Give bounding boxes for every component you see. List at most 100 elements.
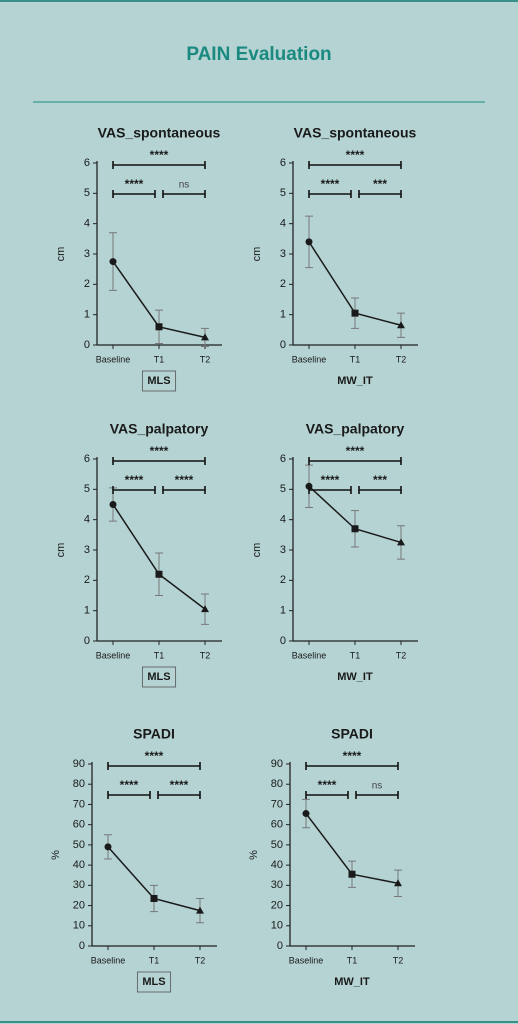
x-tick-label: T1 [149, 955, 160, 965]
x-tick-label: Baseline [96, 354, 131, 364]
marker [201, 333, 209, 341]
y-tick-label: 6 [84, 453, 90, 465]
x-axis-label: MLS [142, 976, 165, 988]
significance-bracket [157, 791, 201, 799]
marker [351, 309, 359, 317]
x-axis-label: MW_IT [337, 375, 373, 387]
y-tick-label: 0 [280, 339, 286, 351]
y-tick-label: 80 [271, 778, 283, 790]
y-tick-label: 20 [73, 899, 85, 911]
x-tick-label: T2 [200, 650, 211, 660]
significance-label: *** [373, 177, 387, 191]
x-tick-label: Baseline [292, 650, 327, 660]
x-tick-label: Baseline [91, 955, 126, 965]
marker [302, 810, 310, 818]
y-tick-label: 3 [84, 544, 90, 556]
y-axis-label: cm [55, 247, 67, 262]
significance-bracket [107, 791, 151, 799]
y-tick-label: 50 [271, 839, 283, 851]
y-axis-label: % [50, 850, 62, 860]
y-tick-label: 40 [271, 859, 283, 871]
x-tick-label: T1 [350, 650, 361, 660]
significance-label: **** [145, 749, 164, 763]
significance-label: **** [125, 177, 144, 191]
significance-bracket [112, 457, 206, 465]
y-tick-label: 4 [84, 514, 90, 526]
y-tick-label: 5 [84, 483, 90, 495]
marker [201, 605, 209, 613]
y-tick-label: 1 [280, 605, 286, 617]
x-axis-label: MW_IT [334, 976, 370, 988]
x-tick-label: Baseline [289, 955, 324, 965]
marker [155, 570, 163, 578]
x-tick-label: T2 [393, 955, 404, 965]
y-tick-label: 90 [73, 758, 85, 770]
y-tick-label: 60 [271, 819, 283, 831]
y-tick-label: 1 [280, 309, 286, 321]
x-label-box [141, 370, 177, 392]
significance-label: *** [373, 473, 387, 487]
y-tick-label: 3 [280, 248, 286, 260]
y-tick-label: 1 [84, 605, 90, 617]
significance-label: **** [125, 473, 144, 487]
significance-bracket [112, 161, 206, 169]
y-axis-label: % [248, 850, 260, 860]
significance-bracket [305, 791, 349, 799]
y-tick-label: 4 [280, 514, 286, 526]
y-tick-label: 30 [73, 879, 85, 891]
chart-title: VAS_palpatory [110, 421, 209, 437]
y-tick-label: 3 [280, 544, 286, 556]
significance-label: ns [372, 781, 383, 792]
significance-label: **** [170, 778, 189, 792]
significance-bracket [308, 161, 402, 169]
y-tick-label: 70 [271, 798, 283, 810]
x-tick-label: T2 [195, 955, 206, 965]
x-tick-label: T1 [347, 955, 358, 965]
significance-bracket [305, 762, 399, 770]
x-axis-label: MLS [147, 375, 170, 387]
y-tick-label: 4 [280, 218, 286, 230]
y-tick-label: 10 [271, 920, 283, 932]
x-axis-label: MLS [147, 671, 170, 683]
x-tick-label: T2 [200, 354, 211, 364]
y-tick-label: 40 [73, 859, 85, 871]
y-tick-label: 4 [84, 218, 90, 230]
significance-label: **** [120, 778, 139, 792]
marker [150, 894, 158, 902]
y-tick-label: 80 [73, 778, 85, 790]
y-tick-label: 2 [280, 574, 286, 586]
significance-bracket [112, 486, 156, 494]
significance-bracket [308, 190, 352, 198]
y-tick-label: 2 [280, 278, 286, 290]
significance-label: **** [318, 778, 337, 792]
y-tick-label: 6 [84, 157, 90, 169]
significance-label: **** [346, 148, 365, 162]
marker [397, 538, 405, 546]
y-axis-label: cm [251, 543, 263, 558]
marker [351, 525, 359, 533]
y-tick-label: 0 [79, 940, 85, 952]
y-axis-label: cm [55, 543, 67, 558]
x-axis-label: MW_IT [337, 671, 373, 683]
chart-title: SPADI [331, 726, 373, 742]
significance-bracket [358, 190, 402, 198]
marker [196, 906, 204, 914]
y-tick-label: 60 [73, 819, 85, 831]
marker [348, 870, 356, 878]
significance-bracket [355, 791, 399, 799]
y-tick-label: 0 [84, 339, 90, 351]
marker [109, 501, 117, 508]
y-tick-label: 90 [271, 758, 283, 770]
y-tick-label: 5 [280, 483, 286, 495]
x-tick-label: T1 [154, 354, 165, 364]
x-tick-label: T2 [396, 650, 407, 660]
y-tick-label: 0 [277, 940, 283, 952]
y-tick-label: 5 [280, 187, 286, 199]
significance-bracket [162, 190, 206, 198]
y-tick-label: 30 [271, 879, 283, 891]
marker [155, 323, 163, 331]
x-label-box [136, 971, 172, 993]
x-tick-label: Baseline [292, 354, 327, 364]
